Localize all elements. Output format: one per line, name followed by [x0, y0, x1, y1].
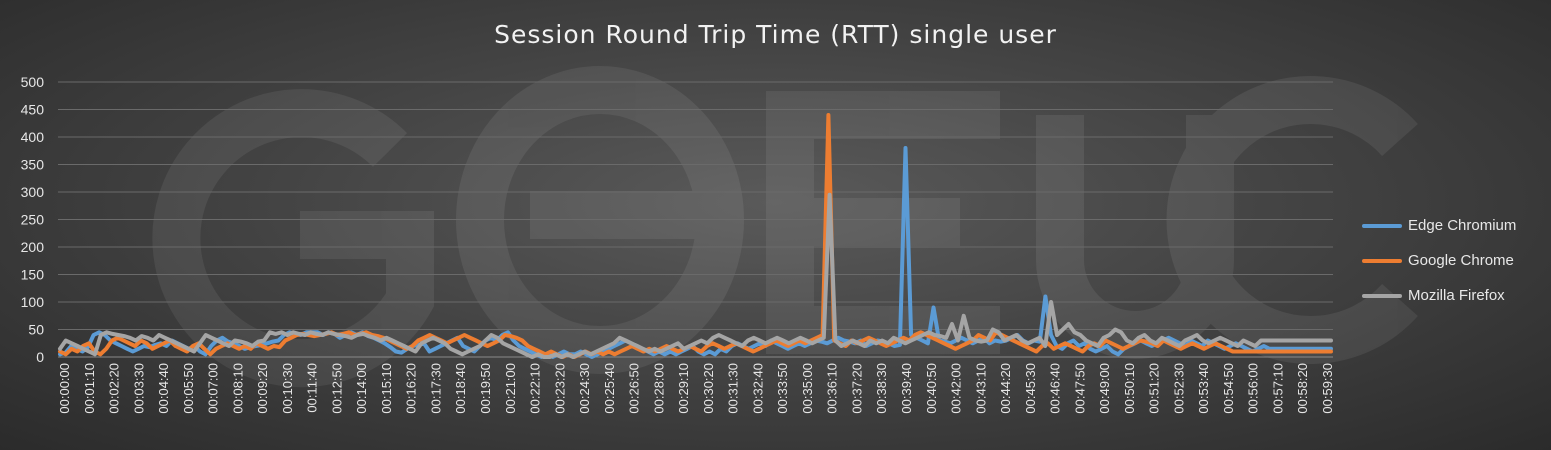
- x-tick-label: 00:44:20: [998, 363, 1013, 414]
- x-tick-label: 00:03:30: [131, 363, 146, 414]
- x-tick-label: 00:05:50: [181, 363, 196, 414]
- x-tick-label: 00:50:10: [1122, 363, 1137, 414]
- series-line-google-chrome: [58, 113, 1333, 359]
- x-tick-label: 00:53:40: [1196, 363, 1211, 414]
- x-tick-label: 00:16:20: [404, 363, 419, 414]
- legend-item: Edge Chromium: [1362, 208, 1516, 243]
- x-tick-label: 00:59:30: [1320, 363, 1335, 414]
- x-tick-label: 00:57:10: [1270, 363, 1285, 414]
- x-tick-label: 00:07:00: [206, 363, 221, 414]
- x-tick-label: 00:17:30: [428, 363, 443, 414]
- x-tick-label: 00:28:00: [651, 363, 666, 414]
- watermark-letter-u: [1036, 115, 1234, 359]
- x-tick-label: 00:22:10: [528, 363, 543, 414]
- x-tick-label: 00:09:20: [255, 363, 270, 414]
- y-tick-label: 500: [21, 74, 45, 90]
- series-line-mozilla-firefox: [58, 192, 1333, 359]
- x-tick-label: 00:36:10: [825, 363, 840, 414]
- y-tick-label: 50: [28, 322, 44, 338]
- x-tick-label: 00:45:30: [1023, 363, 1038, 414]
- x-tick-label: 00:32:40: [750, 363, 765, 414]
- legend: Edge Chromium Google Chrome Mozilla Firefo…: [1362, 208, 1516, 313]
- y-tick-label: 150: [21, 267, 45, 283]
- x-tick-label: 00:51:20: [1147, 363, 1162, 414]
- legend-label: Mozilla Firefox: [1408, 287, 1505, 304]
- legend-swatch: [1362, 223, 1402, 228]
- legend-item: Mozilla Firefox: [1362, 278, 1516, 313]
- x-tick-label: 00:52:30: [1171, 363, 1186, 414]
- x-tick-label: 00:49:00: [1097, 363, 1112, 414]
- x-tick-label: 00:30:20: [701, 363, 716, 414]
- x-tick-label: 00:54:50: [1221, 363, 1236, 414]
- x-tick-label: 00:25:40: [602, 363, 617, 414]
- y-tick-label: 450: [21, 102, 45, 118]
- legend-label: Edge Chromium: [1408, 217, 1517, 234]
- legend-swatch: [1362, 258, 1402, 263]
- x-tick-label: 00:12:50: [329, 363, 344, 414]
- x-tick-label: 00:38:30: [874, 363, 889, 414]
- x-tick-label: 00:31:30: [726, 363, 741, 414]
- legend-item: Google Chrome: [1362, 243, 1516, 278]
- x-tick-label: 00:26:50: [627, 363, 642, 414]
- y-tick-label: 300: [21, 184, 45, 200]
- y-tick-label: 250: [21, 212, 45, 228]
- x-tick-label: 00:39:40: [899, 363, 914, 414]
- x-tick-label: 00:02:20: [107, 363, 122, 414]
- x-tick-label: 00:23:20: [552, 363, 567, 414]
- x-tick-label: 00:35:00: [800, 363, 815, 414]
- x-tick-label: 00:46:40: [1048, 363, 1063, 414]
- x-tick-label: 00:08:10: [230, 363, 245, 414]
- y-tick-label: 400: [21, 129, 45, 145]
- x-tick-label: 00:18:40: [453, 363, 468, 414]
- x-tick-label: 00:29:10: [676, 363, 691, 414]
- x-tick-label: 00:56:00: [1246, 363, 1261, 414]
- x-tick-label: 00:43:10: [973, 363, 988, 414]
- series-line-edge-chromium: [58, 146, 1333, 359]
- x-tick-label: 00:00:00: [57, 363, 72, 414]
- legend-swatch: [1362, 293, 1402, 298]
- x-tick-label: 00:04:40: [156, 363, 171, 414]
- x-tick-label: 00:19:50: [478, 363, 493, 414]
- x-tick-label: 00:11:40: [305, 363, 320, 413]
- x-tick-label: 00:14:00: [354, 363, 369, 414]
- x-tick-label: 00:42:00: [949, 363, 964, 414]
- x-tick-label: 00:47:50: [1072, 363, 1087, 414]
- y-tick-label: 350: [21, 157, 45, 173]
- x-tick-label: 00:37:20: [849, 363, 864, 414]
- x-tick-label: 00:40:50: [924, 363, 939, 414]
- x-tick-label: 00:33:50: [775, 363, 790, 414]
- x-tick-label: 00:15:10: [379, 363, 394, 414]
- x-tick-label: 00:24:30: [577, 363, 592, 414]
- watermark-letter-g: [152, 89, 434, 388]
- x-tick-label: 00:21:00: [503, 363, 518, 414]
- x-tick-label: 00:58:20: [1295, 363, 1310, 414]
- legend-label: Google Chrome: [1408, 252, 1514, 269]
- x-tick-label: 00:10:30: [280, 363, 295, 414]
- chart-title: Session Round Trip Time (RTT) single use…: [494, 20, 1057, 49]
- x-tick-label: 00:01:10: [82, 363, 97, 414]
- y-tick-label: 100: [21, 294, 45, 310]
- y-tick-label: 0: [36, 349, 44, 365]
- y-tick-label: 200: [21, 239, 45, 255]
